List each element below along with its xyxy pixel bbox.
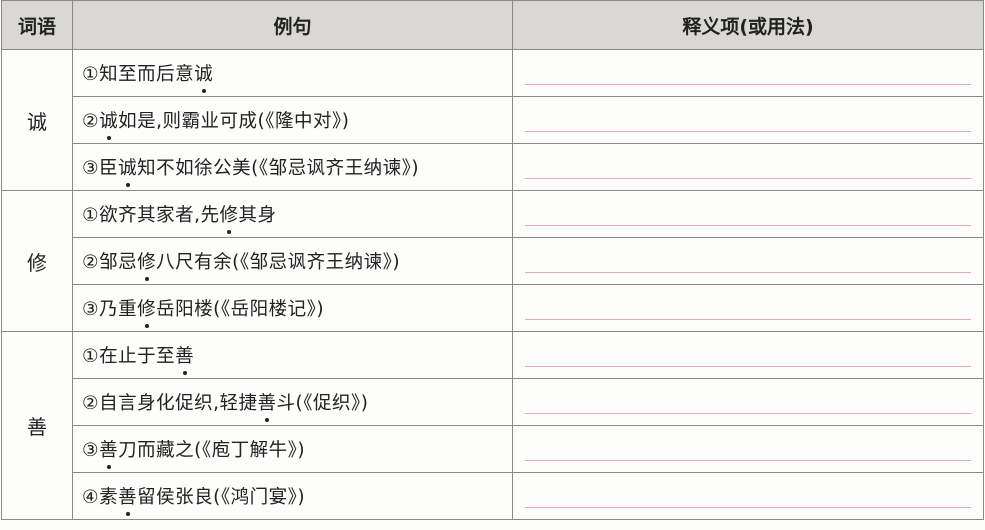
answer-line (525, 366, 971, 367)
answer-line (525, 272, 971, 273)
sentence-text: 八尺有余(《邹忌讽齐王纳谏》) (156, 252, 401, 273)
sentence-text: ③乃重 (82, 299, 138, 320)
sentence-text: 知不如徐公美(《邹忌讽齐王纳谏》) (137, 158, 420, 179)
table-row: 诚 ①知至而后意诚 (1, 49, 984, 191)
emphasized-word: 善 (257, 389, 276, 422)
answer-field[interactable] (512, 331, 984, 379)
answer-field[interactable] (512, 472, 984, 520)
example-sentence: ②自言身化促织,轻捷善斗(《促织》) (72, 378, 513, 426)
header-word: 词语 (1, 0, 73, 50)
header-example: 例句 (72, 0, 513, 50)
answer-line (525, 507, 971, 508)
answer-line (525, 84, 971, 85)
example-sentence: ②邹忌修八尺有余(《邹忌讽齐王纳谏》) (72, 237, 513, 285)
table-row: ②自言身化促织,轻捷善斗(《促织》) (2, 378, 984, 426)
table-row: ③善刀而藏之(《庖丁解牛》) (2, 425, 984, 473)
emphasized-word: 修 (137, 248, 156, 281)
table-row: ②诚如是,则霸业可成(《隆中对》) (2, 96, 984, 144)
emphasized-word: 善 (118, 483, 137, 516)
answer-line (525, 225, 971, 226)
answer-field[interactable] (512, 378, 984, 426)
sentence-text: ①欲齐其家者,先 (82, 205, 220, 226)
sentence-text: ④素 (82, 487, 119, 508)
table-row: 善 ①在止于至善 (1, 331, 984, 520)
sentence-text: 刀而藏之(《庖丁解牛》) (118, 440, 306, 461)
sentence-text: 其身 (238, 205, 277, 226)
word-cell: 善 (1, 331, 73, 520)
answer-field[interactable] (512, 143, 984, 191)
table-row: ③乃重修岳阳楼(《岳阳楼记》) (2, 284, 984, 332)
table-row: ④素善留侯张良(《鸿门宴》) (2, 472, 984, 520)
vocabulary-table: 词语 例句 释义项(或用法) 诚 ①知至而后意诚 ②诚如是,则霸业可成(《隆中对》)… (1, 0, 984, 520)
emphasized-word: 诚 (99, 107, 118, 140)
sentence-text: ③ (82, 440, 100, 461)
word-cell: 诚 (1, 49, 73, 191)
sentence-text: 如是,则霸业可成(《隆中对》) (118, 111, 350, 132)
sentence-text: 留侯张良(《鸿门宴》) (137, 487, 306, 508)
example-sentence: ①知至而后意诚 (72, 49, 513, 97)
emphasized-word: 修 (219, 201, 238, 234)
example-sentence: ③乃重修岳阳楼(《岳阳楼记》) (72, 284, 513, 332)
word-cell: 修 (1, 190, 73, 332)
answer-line (525, 131, 971, 132)
sentence-text: 岳阳楼(《岳阳楼记》) (156, 299, 325, 320)
answer-field[interactable] (512, 190, 984, 238)
emphasized-word: 善 (99, 436, 118, 469)
sentence-text: ①知至而后意 (82, 64, 195, 85)
header-meaning: 释义项(或用法) (512, 0, 984, 50)
sentence-text: ② (82, 111, 100, 132)
emphasized-word: 诚 (118, 154, 137, 187)
emphasized-word: 诚 (194, 60, 213, 93)
sentence-text: ②自言身化促织,轻捷 (82, 393, 258, 414)
answer-field[interactable] (512, 237, 984, 285)
answer-field[interactable] (512, 49, 984, 97)
answer-line (525, 460, 971, 461)
example-sentence: ③臣诚知不如徐公美(《邹忌讽齐王纳谏》) (72, 143, 513, 191)
table-row: ③臣诚知不如徐公美(《邹忌讽齐王纳谏》) (2, 143, 984, 191)
table-row: 修 ①欲齐其家者,先修其身 (1, 190, 984, 332)
answer-field[interactable] (512, 425, 984, 473)
example-sentence: ①在止于至善 (72, 331, 513, 379)
sentence-text: ①在止于至 (82, 346, 176, 367)
example-sentence: ②诚如是,则霸业可成(《隆中对》) (72, 96, 513, 144)
example-sentence: ③善刀而藏之(《庖丁解牛》) (72, 425, 513, 473)
emphasized-word: 修 (137, 295, 156, 328)
sentence-text: 斗(《促织》) (276, 393, 369, 414)
example-sentence: ④素善留侯张良(《鸿门宴》) (72, 472, 513, 520)
answer-field[interactable] (512, 284, 984, 332)
example-sentence: ①欲齐其家者,先修其身 (72, 190, 513, 238)
answer-line (525, 319, 971, 320)
answer-field[interactable] (512, 96, 984, 144)
sentence-text: ③臣 (82, 158, 119, 179)
answer-line (525, 178, 971, 179)
answer-line (525, 413, 971, 414)
header-row: 词语 例句 释义项(或用法) (1, 0, 984, 50)
emphasized-word: 善 (175, 342, 194, 375)
table-row: ②邹忌修八尺有余(《邹忌讽齐王纳谏》) (2, 237, 984, 285)
sentence-text: ②邹忌 (82, 252, 138, 273)
